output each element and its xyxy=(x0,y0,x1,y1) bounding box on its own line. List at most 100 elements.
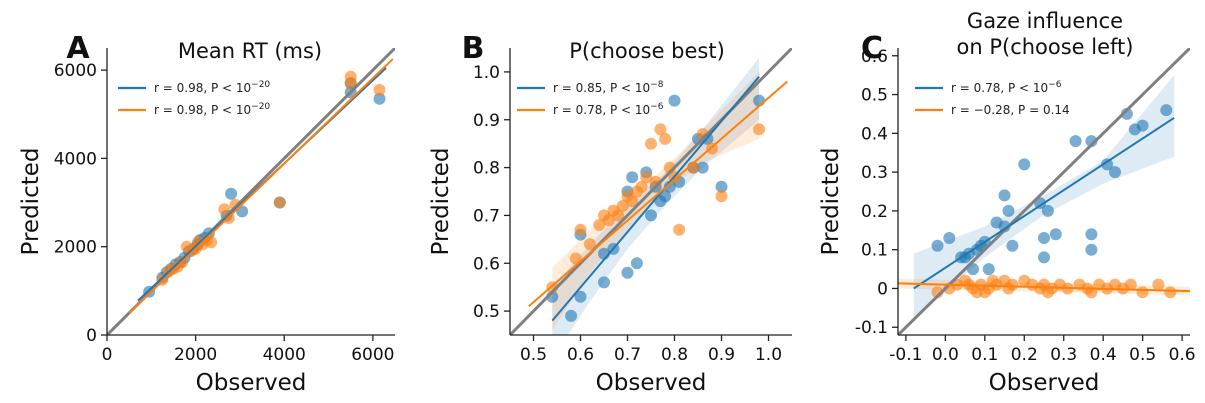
data-point-s0-15 xyxy=(1018,158,1031,171)
x-tick-label: 4000 xyxy=(263,345,306,365)
data-point-s0-12 xyxy=(645,209,657,222)
panel-title: Gaze influence xyxy=(967,9,1123,33)
identity-line xyxy=(510,48,792,335)
legend-label-0: r = 0.78, P < 10−6 xyxy=(951,80,1062,95)
legend-label-1: r = 0.98, P < 10−20 xyxy=(154,102,270,117)
data-point-s0-9 xyxy=(982,263,995,276)
data-point-s1-26 xyxy=(753,123,766,136)
data-point-s0-25 xyxy=(1101,158,1114,171)
y-tick-label: 0.5 xyxy=(861,86,888,106)
panel-letter: A xyxy=(66,31,90,66)
x-tick-label: 0.6 xyxy=(1169,345,1196,365)
data-point-s0-9 xyxy=(626,171,639,184)
data-point-s0-1 xyxy=(943,232,956,244)
y-axis-title: Predicted xyxy=(18,148,44,256)
y-tick-label: 0.6 xyxy=(861,47,888,67)
panel-title: P(choose best) xyxy=(569,39,725,63)
y-tick-label: 0.9 xyxy=(473,111,500,131)
x-tick-label: 0.9 xyxy=(708,345,735,365)
x-axis-title: Observed xyxy=(196,370,307,396)
data-point-s1-21 xyxy=(673,223,686,236)
data-point-s1-33 xyxy=(1164,286,1177,299)
fit-line-1 xyxy=(898,282,1190,293)
plot-area xyxy=(898,48,1190,335)
y-tick-label: 0.2 xyxy=(861,202,888,222)
data-point-s0-20 xyxy=(1049,228,1062,241)
y-tick-label: -0.1 xyxy=(855,318,888,338)
data-point-s0-15 xyxy=(659,190,672,203)
data-point-s1-25 xyxy=(715,190,728,203)
legend-exponent: −20 xyxy=(251,102,270,112)
panel-b: 0.5 0.6 0.7 0.8 0.9 1.0 0.5 0.6 0.7 0.8 0.9 1.0 Obse… xyxy=(428,31,792,396)
data-point-s1-13 xyxy=(635,180,648,193)
panel-letter: B xyxy=(462,31,485,66)
data-point-s0-29 xyxy=(1136,119,1149,132)
data-point-s0-22 xyxy=(1085,135,1098,148)
data-point-s1-31 xyxy=(1136,286,1149,299)
y-axis-title: Predicted xyxy=(428,148,454,256)
data-point-s0-8 xyxy=(621,266,634,279)
data-point-s0-23 xyxy=(1085,228,1098,241)
data-point-s0-0 xyxy=(931,239,944,252)
y-tick-label: 0.3 xyxy=(861,163,888,183)
panel-title: Mean RT (ms) xyxy=(178,39,322,63)
data-point-s1-17 xyxy=(344,77,357,90)
plot-area xyxy=(107,48,395,335)
data-point-s0-26 xyxy=(1109,166,1121,179)
y-tick-label: 0.7 xyxy=(473,206,500,226)
data-point-s0-11 xyxy=(998,189,1011,202)
data-point-s1-15 xyxy=(273,196,286,209)
data-point-s0-23 xyxy=(715,180,728,193)
x-tick-label: 6000 xyxy=(351,345,394,365)
data-point-s0-10 xyxy=(630,257,643,270)
legend-label-1: r = −0.28, P = 0.14 xyxy=(951,103,1070,117)
y-tick-label: 0 xyxy=(877,279,888,299)
data-point-s0-19 xyxy=(1041,204,1054,217)
data-point-s1-17 xyxy=(654,123,667,136)
data-point-s0-19 xyxy=(373,92,386,105)
fit-line-1 xyxy=(128,58,394,314)
x-axis-title: Observed xyxy=(989,370,1100,396)
panel-a: 0 2000 4000 6000 0 2000 4000 6000 Observed Predic… xyxy=(18,31,395,396)
y-tick-label: 0.1 xyxy=(861,241,888,261)
data-point-s0-14 xyxy=(1006,239,1019,252)
data-point-s1-14 xyxy=(1006,278,1019,291)
x-tick-label: 0.5 xyxy=(1129,345,1156,365)
data-point-s0-21 xyxy=(1069,135,1082,148)
data-point-s1-18 xyxy=(659,132,672,145)
data-point-s0-13 xyxy=(1002,204,1015,217)
x-tick-label: 0.2 xyxy=(1011,345,1038,365)
x-tick-label: 0 xyxy=(102,345,113,365)
x-tick-label: 0.4 xyxy=(1090,345,1117,365)
data-point-s0-1 xyxy=(565,309,578,322)
data-point-s1-15 xyxy=(645,137,657,150)
y-tick-label: 4000 xyxy=(54,149,97,169)
x-tick-label: 0.7 xyxy=(614,345,641,365)
data-point-s1-8 xyxy=(612,209,625,222)
y-tick-label: 6000 xyxy=(54,61,97,81)
legend-exponent: −8 xyxy=(650,80,664,90)
x-axis-title: Observed xyxy=(596,370,707,396)
confidence-band-0 xyxy=(913,75,1175,320)
plot-area xyxy=(510,48,792,335)
y-tick-label: 0.6 xyxy=(473,254,500,274)
x-tick-label: 2000 xyxy=(174,345,217,365)
y-tick-label: 1.0 xyxy=(473,63,500,83)
data-point-s1-14 xyxy=(640,171,653,184)
data-point-s0-2 xyxy=(574,290,587,303)
legend-label-0: r = 0.85, P < 10−8 xyxy=(553,80,664,95)
legend-exponent: −20 xyxy=(251,80,270,90)
y-tick-label: 0.5 xyxy=(473,302,500,322)
y-tick-label: 0 xyxy=(86,326,97,346)
legend-label-1: r = 0.78, P < 10−6 xyxy=(553,102,664,117)
y-axis-title: Predicted xyxy=(818,148,844,256)
panel-c: -0.1 0.0 0.1 0.2 0.3 0.4 0.5 0.6 -0.1 0 0.1 0.2 0.3 0… xyxy=(818,9,1196,396)
data-point-s0-5 xyxy=(598,276,610,289)
data-point-s1-9 xyxy=(616,199,629,212)
data-point-s0-21 xyxy=(696,161,709,174)
data-point-s0-16 xyxy=(663,180,676,193)
panel-title: on P(choose left) xyxy=(957,35,1134,59)
data-point-s1-2 xyxy=(574,223,587,236)
x-tick-label: 0.6 xyxy=(567,345,594,365)
